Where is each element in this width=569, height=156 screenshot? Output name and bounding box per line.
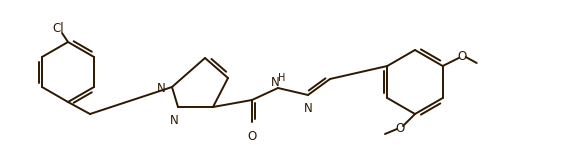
Text: N: N bbox=[170, 114, 178, 127]
Text: N: N bbox=[157, 81, 166, 95]
Text: N: N bbox=[271, 76, 279, 88]
Text: O: O bbox=[248, 130, 257, 143]
Text: H: H bbox=[278, 73, 286, 83]
Text: Cl: Cl bbox=[52, 22, 64, 36]
Text: O: O bbox=[395, 122, 405, 136]
Text: O: O bbox=[457, 49, 467, 63]
Text: N: N bbox=[304, 102, 312, 115]
